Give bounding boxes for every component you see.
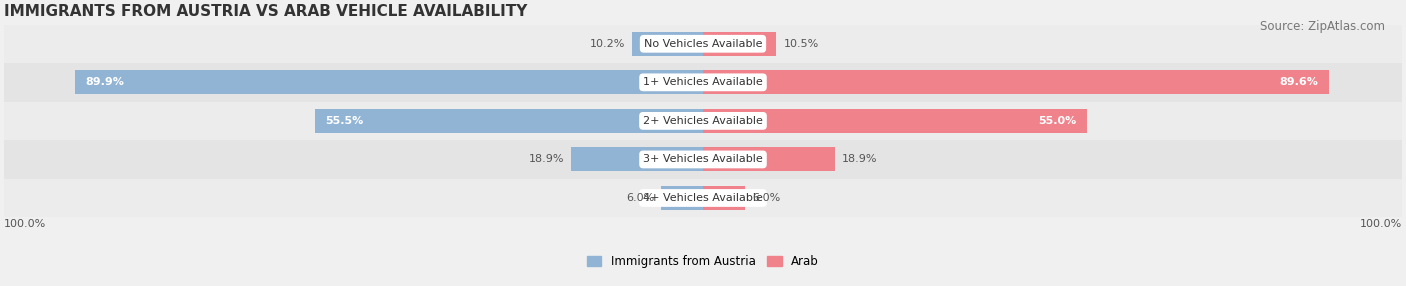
Text: 6.0%: 6.0%	[752, 193, 780, 203]
Bar	[4, 179, 1402, 217]
Bar	[703, 109, 1087, 133]
Text: 6.0%: 6.0%	[626, 193, 654, 203]
Text: No Vehicles Available: No Vehicles Available	[644, 39, 762, 49]
Bar	[703, 148, 835, 171]
Text: 3+ Vehicles Available: 3+ Vehicles Available	[643, 154, 763, 164]
Bar	[75, 70, 703, 94]
Text: 18.9%: 18.9%	[529, 154, 564, 164]
Text: 55.5%: 55.5%	[326, 116, 364, 126]
Text: IMMIGRANTS FROM AUSTRIA VS ARAB VEHICLE AVAILABILITY: IMMIGRANTS FROM AUSTRIA VS ARAB VEHICLE …	[4, 4, 527, 19]
Bar	[571, 148, 703, 171]
Text: 1+ Vehicles Available: 1+ Vehicles Available	[643, 77, 763, 87]
Text: 10.2%: 10.2%	[589, 39, 624, 49]
Legend: Immigrants from Austria, Arab: Immigrants from Austria, Arab	[582, 251, 824, 273]
Text: 2+ Vehicles Available: 2+ Vehicles Available	[643, 116, 763, 126]
Bar	[4, 63, 1402, 102]
Bar	[661, 186, 703, 210]
Text: 10.5%: 10.5%	[783, 39, 818, 49]
Bar	[703, 186, 745, 210]
Bar	[703, 32, 776, 56]
Bar	[703, 70, 1329, 94]
Text: 100.0%: 100.0%	[1360, 219, 1402, 229]
Text: 100.0%: 100.0%	[4, 219, 46, 229]
Text: Source: ZipAtlas.com: Source: ZipAtlas.com	[1260, 20, 1385, 33]
Bar	[315, 109, 703, 133]
Text: 89.9%: 89.9%	[86, 77, 124, 87]
Text: 18.9%: 18.9%	[842, 154, 877, 164]
Text: 89.6%: 89.6%	[1279, 77, 1319, 87]
Text: 4+ Vehicles Available: 4+ Vehicles Available	[643, 193, 763, 203]
Text: 55.0%: 55.0%	[1039, 116, 1077, 126]
Bar	[631, 32, 703, 56]
Bar	[4, 25, 1402, 63]
Bar	[4, 102, 1402, 140]
Bar	[4, 140, 1402, 179]
